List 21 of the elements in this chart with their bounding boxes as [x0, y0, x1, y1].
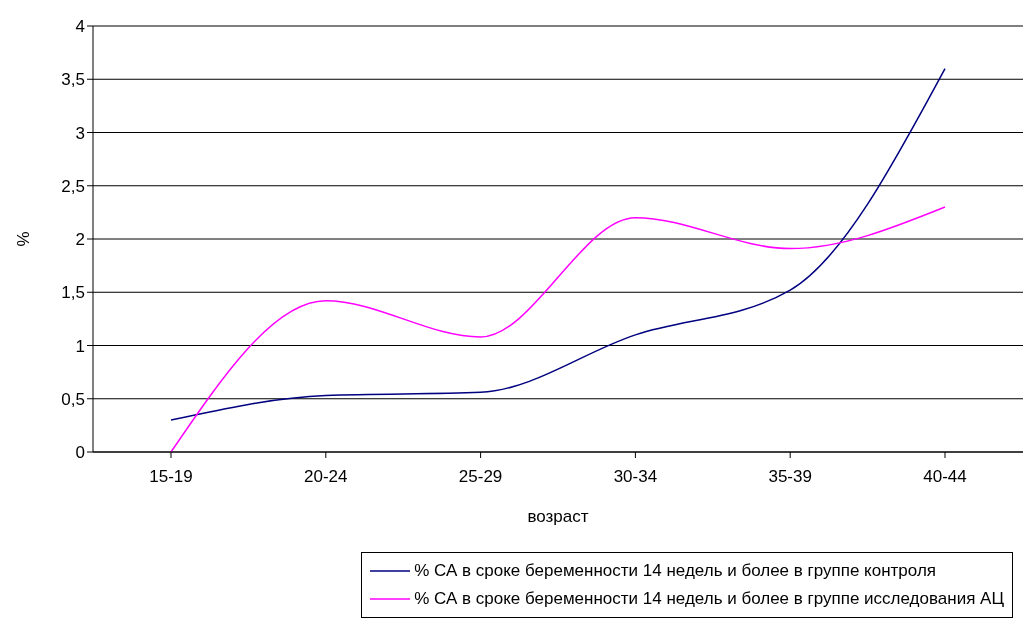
legend-label: % СА в сроке беременности 14 недель и более в группе исследования АЦ [414, 589, 1004, 609]
y-tick-label: 2,5 [61, 176, 85, 196]
x-tick-label: 35-39 [768, 467, 812, 487]
x-tick-label: 30-34 [613, 467, 658, 487]
x-tick-label: 40-44 [923, 467, 967, 487]
x-tick-label: 15-19 [149, 467, 193, 487]
line-series [170, 206, 946, 452]
y-tick-label: 2 [75, 230, 85, 250]
y-tick-label: 0,5 [61, 389, 85, 409]
line-series [170, 67, 946, 421]
y-tick-label: 0 [75, 443, 85, 463]
y-tick-label: 3 [75, 123, 85, 143]
y-tick-label: 3,5 [61, 70, 85, 90]
legend-label: % СА в сроке беременности 14 недель и более в группе контроля [414, 561, 937, 581]
x-tick-label: 20-24 [304, 467, 348, 487]
y-tick-label: 1,5 [61, 283, 85, 303]
x-axis-title: возраст [527, 507, 589, 526]
y-axis-title: % [14, 231, 34, 247]
y-tick-label: 4 [75, 17, 85, 37]
x-tick-label: 25-29 [458, 467, 503, 487]
y-tick-label: 1 [75, 336, 85, 356]
